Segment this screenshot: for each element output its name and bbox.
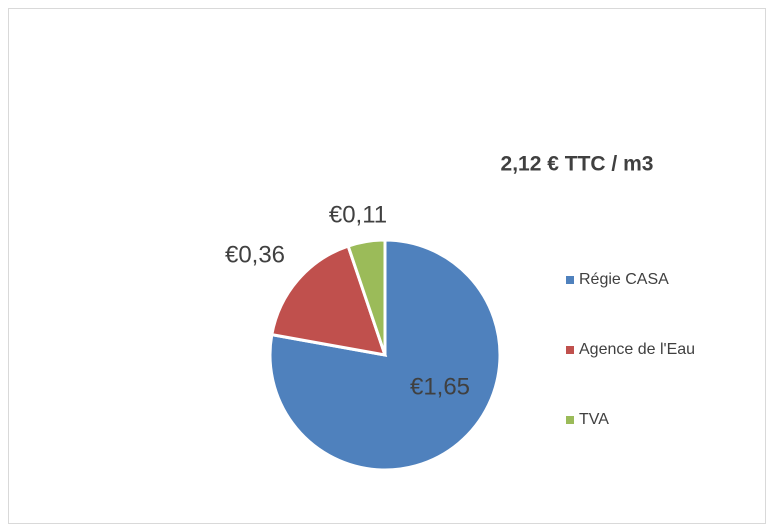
- pie-slice: [346, 238, 387, 356]
- legend-label: Agence de l'Eau: [579, 341, 695, 358]
- legend-label: Régie CASA: [579, 271, 669, 288]
- legend-label: TVA: [579, 411, 609, 428]
- legend-marker: [566, 346, 574, 354]
- legend-marker: [566, 276, 574, 284]
- data-label: €0,36: [225, 241, 285, 268]
- data-label: €0,11: [329, 201, 387, 228]
- legend-marker: [566, 416, 574, 424]
- chart-title: 2,12 € TTC / m3: [501, 153, 654, 176]
- data-label: €1,65: [410, 373, 470, 400]
